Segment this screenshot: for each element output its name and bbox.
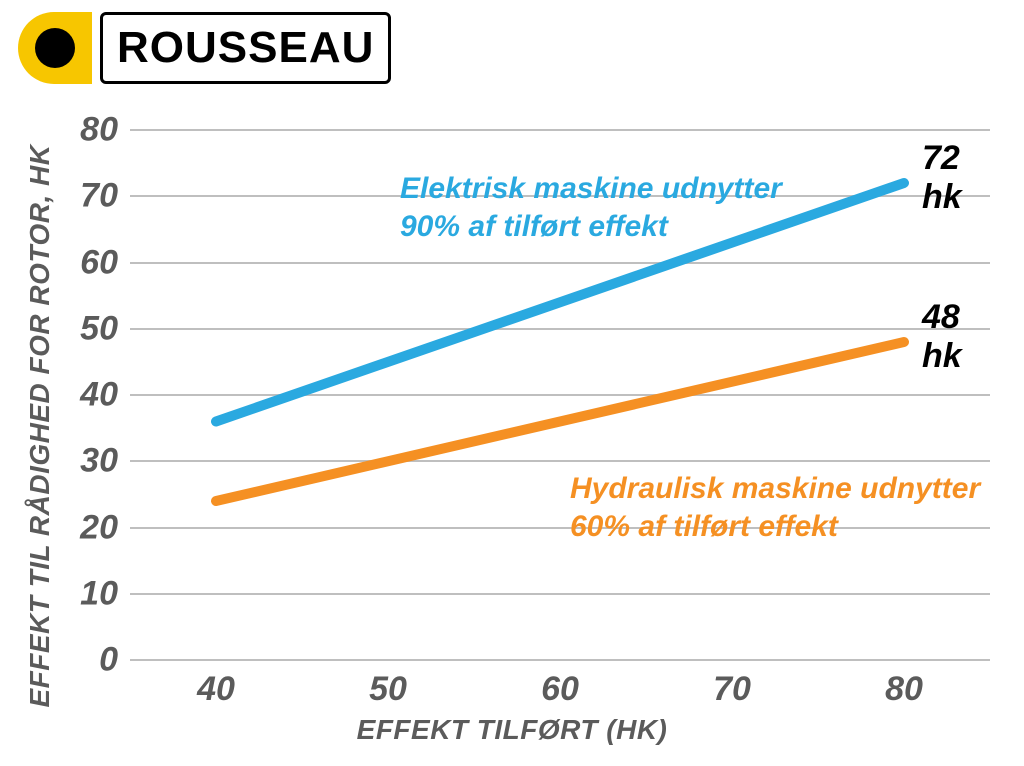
x-axis-label: EFFEKT TILFØRT (HK) <box>0 714 1024 746</box>
x-tick-label: 40 <box>197 670 235 709</box>
annotation-hydraulic: Hydraulisk maskine udnytter60% af tilfør… <box>570 470 980 545</box>
y-tick-label: 60 <box>80 243 118 282</box>
end-label-electric: 72 hk <box>922 139 990 217</box>
y-tick-label: 70 <box>80 177 118 216</box>
x-tick-label: 70 <box>713 670 751 709</box>
annotation-line: 60% af tilført effekt <box>570 508 980 546</box>
brand-logo: ROUSSEAU <box>18 12 391 84</box>
logo-mark-icon <box>18 12 92 84</box>
annotation-line: Elektrisk maskine udnytter <box>400 170 782 208</box>
y-tick-label: 10 <box>80 574 118 613</box>
chart-container: EFFEKT TIL RÅDIGHED FOR ROTOR, HK EFFEKT… <box>0 110 1024 750</box>
logo-text-box: ROUSSEAU <box>100 12 391 84</box>
y-tick-label: 80 <box>80 111 118 150</box>
annotation-electric: Elektrisk maskine udnytter90% af tilført… <box>400 170 782 245</box>
annotation-line: 90% af tilført effekt <box>400 208 782 246</box>
y-tick-label: 40 <box>80 376 118 415</box>
y-tick-label: 0 <box>99 641 118 680</box>
y-tick-label: 30 <box>80 442 118 481</box>
end-label-hydraulic: 48 hk <box>922 298 990 376</box>
x-tick-label: 60 <box>541 670 579 709</box>
plot-area: 01020304050607080405060708072 hkElektris… <box>130 130 990 660</box>
x-tick-label: 50 <box>369 670 407 709</box>
x-tick-label: 80 <box>885 670 923 709</box>
annotation-line: Hydraulisk maskine udnytter <box>570 470 980 508</box>
y-axis-label: EFFEKT TIL RÅDIGHED FOR ROTOR, HK <box>24 126 56 726</box>
y-tick-label: 20 <box>80 508 118 547</box>
logo-text: ROUSSEAU <box>117 23 374 73</box>
y-tick-label: 50 <box>80 309 118 348</box>
